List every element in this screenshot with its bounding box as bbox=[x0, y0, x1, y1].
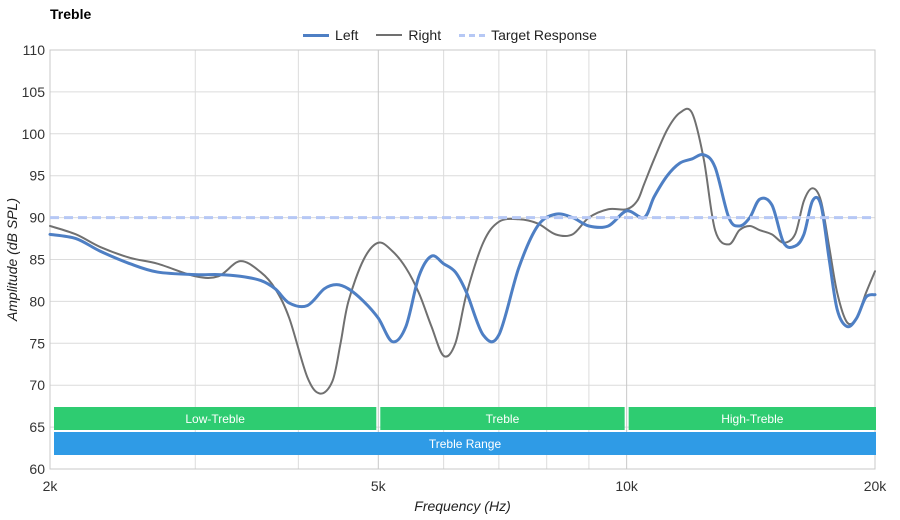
legend-label-right: Right bbox=[408, 27, 442, 43]
x-tick-label: 2k bbox=[43, 478, 59, 494]
y-axis-ticks: 60 65 70 75 80 85 90 95 100 105 110 bbox=[22, 42, 46, 477]
series-group bbox=[48, 107, 877, 395]
range-bands: Low-Treble Treble High-Treble Treble Range bbox=[54, 407, 876, 455]
legend-item-right[interactable]: Right bbox=[376, 27, 441, 43]
y-tick-label: 105 bbox=[22, 84, 46, 100]
band-label-treble-range: Treble Range bbox=[429, 437, 502, 451]
chart-title: Treble bbox=[50, 6, 92, 22]
legend-label-target: Target Response bbox=[491, 27, 597, 43]
band-label-treble: Treble bbox=[486, 412, 520, 426]
series-line-right bbox=[49, 107, 876, 395]
legend-item-target[interactable]: Target Response bbox=[459, 27, 597, 43]
y-tick-label: 80 bbox=[29, 293, 45, 309]
y-tick-label: 75 bbox=[29, 335, 45, 351]
y-tick-label: 70 bbox=[29, 377, 45, 393]
x-tick-label: 10k bbox=[615, 478, 639, 494]
band-treble-range bbox=[54, 432, 876, 455]
y-tick-label: 90 bbox=[29, 210, 45, 226]
x-axis-ticks: 2k 5k 10k 20k bbox=[43, 478, 888, 494]
band-high-treble bbox=[628, 407, 876, 430]
plot-frame bbox=[49, 49, 876, 470]
y-tick-label: 60 bbox=[29, 461, 45, 477]
band-label-low-treble: Low-Treble bbox=[185, 412, 245, 426]
x-tick-label: 5k bbox=[371, 478, 387, 494]
band-treble bbox=[380, 407, 625, 430]
legend-item-left[interactable]: Left bbox=[303, 27, 358, 43]
y-tick-label: 85 bbox=[29, 252, 45, 268]
x-tick-label: 20k bbox=[864, 478, 888, 494]
y-tick-label: 65 bbox=[29, 419, 45, 435]
y-axis-label: Amplitude (dB SPL) bbox=[4, 198, 20, 322]
y-tick-label: 100 bbox=[22, 126, 46, 142]
band-low-treble bbox=[54, 407, 377, 430]
legend-label-left: Left bbox=[335, 27, 359, 43]
legend-swatch-target bbox=[459, 33, 486, 37]
grid bbox=[49, 49, 876, 470]
y-tick-label: 110 bbox=[23, 42, 46, 58]
legend-swatch-left bbox=[303, 33, 330, 37]
band-label-high-treble: High-Treble bbox=[721, 412, 784, 426]
y-tick-label: 95 bbox=[29, 168, 45, 184]
legend-swatch-right bbox=[376, 34, 403, 36]
legend: Left Right Target Response bbox=[0, 27, 900, 43]
x-axis-label: Frequency (Hz) bbox=[414, 498, 510, 514]
